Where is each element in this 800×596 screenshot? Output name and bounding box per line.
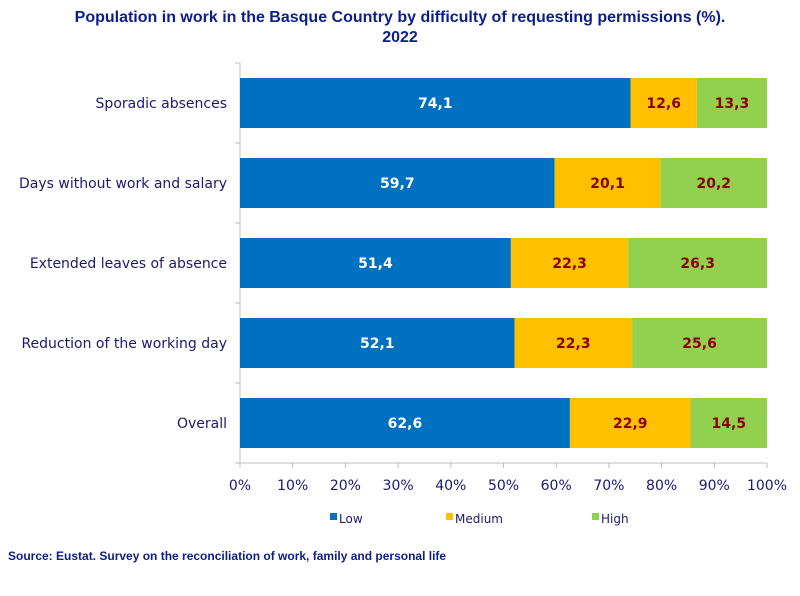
x-tick-label: 0% bbox=[229, 478, 251, 494]
x-tick-label: 100% bbox=[747, 478, 787, 494]
data-label-medium: 22,3 bbox=[556, 336, 591, 352]
data-label-medium: 22,3 bbox=[552, 256, 587, 272]
bar-low bbox=[240, 318, 515, 368]
x-tick-label: 50% bbox=[488, 478, 519, 494]
x-tick-label: 30% bbox=[383, 478, 414, 494]
bar-low bbox=[240, 158, 555, 208]
category-label: Sporadic absences bbox=[96, 96, 227, 112]
x-tick-label: 60% bbox=[541, 478, 572, 494]
bar-medium bbox=[569, 398, 691, 448]
x-tick-label: 80% bbox=[646, 478, 677, 494]
legend-swatch-low bbox=[330, 513, 337, 520]
source-note: Source: Eustat. Survey on the reconcilia… bbox=[8, 549, 447, 563]
bar-high bbox=[696, 78, 767, 128]
chart-title: Population in work in the Basque Country… bbox=[74, 9, 726, 46]
data-label-low: 62,6 bbox=[388, 416, 423, 432]
bar-medium bbox=[510, 238, 629, 288]
data-label-high: 13,3 bbox=[715, 96, 750, 112]
bar-low bbox=[240, 78, 631, 128]
data-label-low: 74,1 bbox=[418, 96, 453, 112]
data-label-low: 52,1 bbox=[360, 336, 395, 352]
stacked-bar-chart: 0% 10% 20% 30% 40% 50% 60% 70% 80% 90% 100% Sporadi… bbox=[19, 62, 787, 526]
data-label-medium: 20,1 bbox=[590, 176, 625, 192]
data-label-high: 20,2 bbox=[696, 176, 731, 192]
legend-swatch-high bbox=[592, 513, 599, 520]
data-label-low: 51,4 bbox=[358, 256, 393, 272]
legend-label-high: High bbox=[601, 512, 629, 526]
legend-label-medium: Medium bbox=[455, 512, 503, 526]
x-tick-label: 40% bbox=[435, 478, 466, 494]
bar-medium bbox=[554, 158, 661, 208]
data-label-medium: 12,6 bbox=[646, 96, 681, 112]
bar-high bbox=[628, 238, 767, 288]
x-tick-label: 70% bbox=[593, 478, 624, 494]
legend-swatch-medium bbox=[446, 513, 453, 520]
category-label: Overall bbox=[177, 416, 227, 432]
category-label: Extended leaves of absence bbox=[30, 256, 227, 272]
data-label-medium: 22,9 bbox=[613, 416, 648, 432]
data-label-high: 26,3 bbox=[680, 256, 715, 272]
x-tick-label: 20% bbox=[330, 478, 361, 494]
bar-high bbox=[660, 158, 767, 208]
bar-high bbox=[690, 398, 767, 448]
data-label-high: 14,5 bbox=[712, 416, 747, 432]
data-label-low: 59,7 bbox=[380, 176, 415, 192]
x-tick-label: 90% bbox=[699, 478, 730, 494]
bar-high bbox=[632, 318, 767, 368]
bar-medium bbox=[630, 78, 697, 128]
bar-low bbox=[240, 398, 570, 448]
x-tick-label: 10% bbox=[277, 478, 308, 494]
legend-label-low: Low bbox=[339, 512, 363, 526]
bar-medium bbox=[514, 318, 633, 368]
data-label-high: 25,6 bbox=[682, 336, 717, 352]
category-label: Reduction of the working day bbox=[21, 336, 227, 352]
bar-low bbox=[240, 238, 511, 288]
category-label: Days without work and salary bbox=[19, 176, 227, 192]
